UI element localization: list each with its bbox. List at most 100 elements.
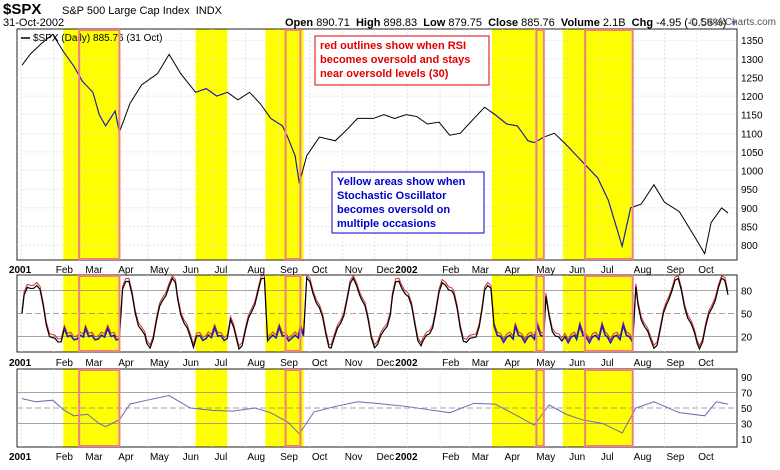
yellow-zone-main [195,29,228,260]
ticker-symbol: $SPX [3,1,42,18]
x-tick-label: Oct [312,452,328,463]
security-full-name: S&P 500 Large Cap Index [62,5,190,17]
x-tick-label: Apr [118,358,134,369]
x-tick-label: Jul [601,452,614,463]
rsi-outline-main [535,29,545,260]
x-tick-label: 2001 [9,358,32,369]
yellow-zone-main [562,29,633,260]
x-tick-label: Oct [698,358,714,369]
yellow-zone-main [63,29,121,260]
x-tick-label: Dec [376,452,394,463]
stoch-signal-line [21,274,729,348]
annotation-text: red outlines show when RSI [320,40,466,52]
x-tick-label: Nov [345,452,363,463]
x-tick-label: May [536,358,555,369]
volume-value: 2.1B [602,17,626,29]
annotation-text: multiple occasions [337,218,436,230]
x-tick-label: Jul [601,358,614,369]
x-tick-label: Mar [85,358,103,369]
x-tick-label: Dec [376,358,394,369]
x-tick-label: Feb [442,265,460,276]
quote-date: 31-Oct-2002 [3,17,65,29]
x-tick-label: Aug [247,265,265,276]
rsi-outline-stoch [584,275,634,352]
high-value: 898.83 [383,17,418,29]
rsi-outline-stoch [535,275,545,352]
x-tick-label: Jun [569,265,585,276]
y-tick-label-stoch: 50 [741,310,753,321]
y-tick-label-rsi: 50 [741,404,753,415]
x-tick-label: Jul [215,358,228,369]
y-tick-label-main: 850 [741,222,758,233]
x-tick-label: Sep [280,358,298,369]
security-name: S&P 500 Large Cap Index INDX [62,5,222,17]
x-tick-label: Aug [634,358,652,369]
annotation-text: near oversold levels (30) [320,68,449,80]
close-label: Close [488,17,519,29]
y-tick-label-main: 1350 [741,36,764,47]
x-tick-label: Apr [118,452,134,463]
y-tick-label-main: 950 [741,185,758,196]
x-tick-label: Nov [345,358,363,369]
x-tick-label: May [536,452,555,463]
y-tick-label-stoch: 20 [741,333,753,344]
chg-label: Chg [631,17,654,29]
rsi-outline-stoch [284,275,302,352]
x-tick-label: Nov [345,265,363,276]
y-tick-label-main: 800 [741,241,758,252]
stoch-oversold-line [493,322,545,344]
yellow-zone-main [265,29,304,260]
x-tick-label: May [536,265,555,276]
x-tick-label: Oct [698,265,714,276]
stoch-oversold-line [564,322,634,345]
volume-label: Volume [560,17,600,29]
quote-bar: Open 890.71 High 898.83 Low 879.75 Close… [285,17,738,29]
price-line-oversold [62,51,120,133]
x-tick-label: Feb [56,452,74,463]
x-tick-label: Jul [215,452,228,463]
x-tick-label: 2001 [9,265,32,276]
rsi-outline-stoch [78,275,121,352]
x-tick-label: Sep [666,358,684,369]
rsi-line [21,394,729,435]
x-tick-label: Aug [247,452,265,463]
x-tick-label: Sep [280,452,298,463]
x-tick-label: Aug [634,452,652,463]
y-tick-label-main: 1150 [741,111,763,122]
open-label: Open [285,17,314,29]
annotation-text: Yellow areas show when [337,176,466,188]
x-tick-label: Aug [247,358,265,369]
rsi-outline-rsi [78,369,121,447]
x-tick-label: Sep [666,265,684,276]
annotation-text: Stochastic Oscillator [337,190,447,202]
legend-label: $SPX (Daily) 885.76 (31 Oct) [33,33,163,44]
yellow-zone-main [491,29,544,260]
y-tick-label-rsi: 90 [741,373,753,384]
rsi-outline-main [284,29,302,260]
close-value: 885.76 [521,17,555,29]
x-tick-label: Sep [280,265,298,276]
x-tick-label: Apr [505,265,521,276]
high-label: High [355,17,381,29]
price-line-oversold [565,144,632,249]
x-tick-label: Jul [601,265,614,276]
x-tick-label: Oct [312,265,328,276]
x-tick-label: May [150,452,169,463]
x-tick-label: Sep [666,452,684,463]
exchange-code: INDX [195,5,222,17]
y-tick-label-main: 900 [741,204,758,215]
x-tick-label: Mar [472,265,490,276]
chg-value: -4.95 (-0.56%) [656,17,727,29]
x-tick-label: Mar [472,452,490,463]
dropdown-triangle-icon[interactable]: ▼ [729,18,739,28]
y-tick-label-rsi: 10 [741,435,753,446]
y-tick-label-rsi: 30 [741,420,753,431]
y-tick-label-stoch: 80 [741,286,753,297]
y-tick-label-main: 1200 [741,92,764,103]
rsi-outline-rsi [535,369,545,447]
x-tick-label: Mar [85,265,103,276]
x-tick-label: Jul [215,265,228,276]
rsi-outline-rsi [584,369,634,447]
